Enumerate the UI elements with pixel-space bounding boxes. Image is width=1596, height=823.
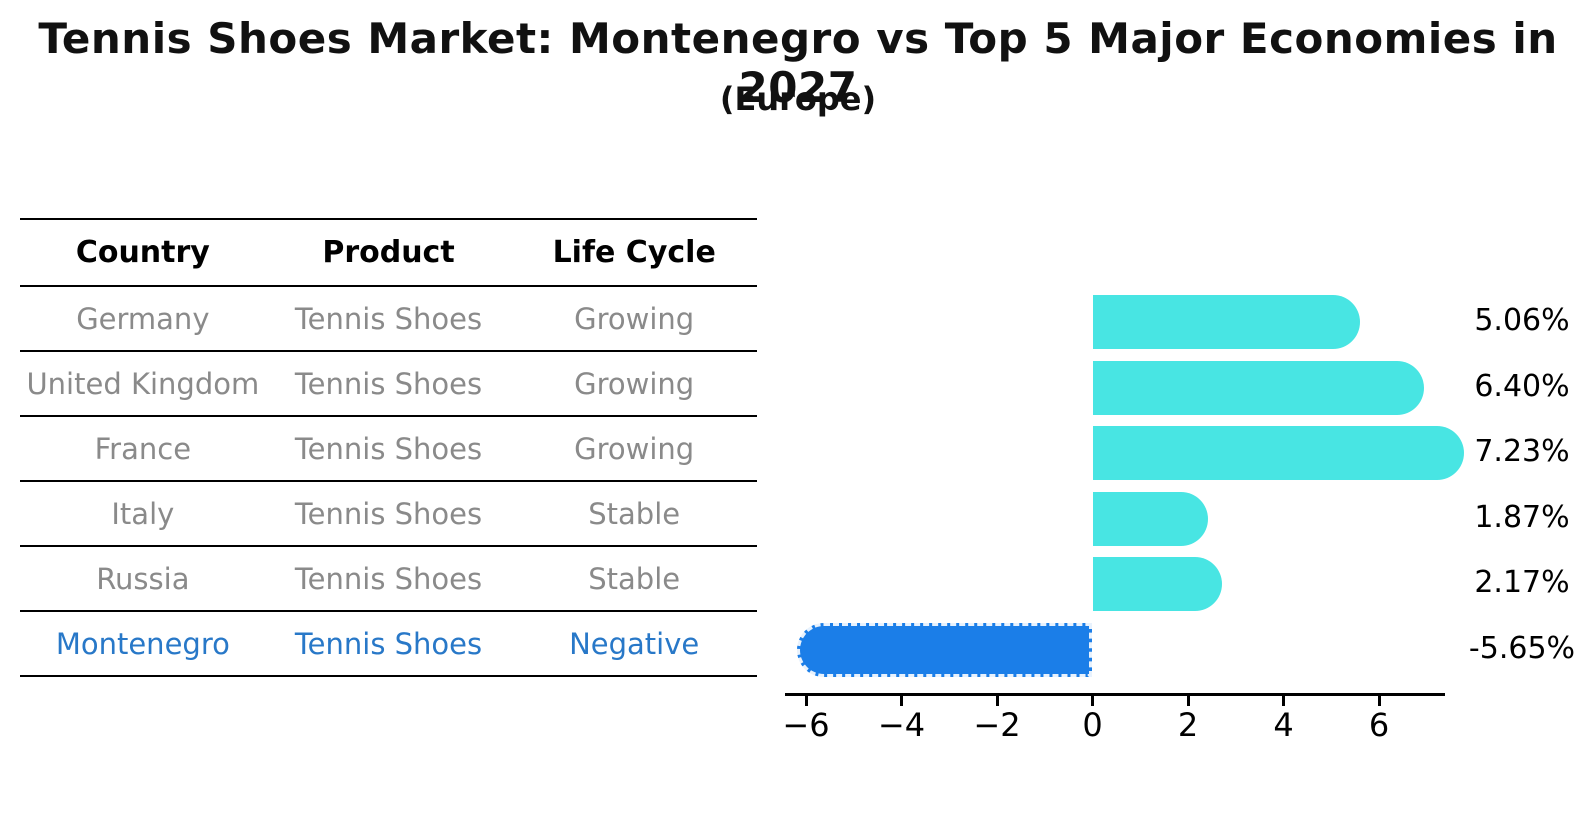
table-row-united-kingdom: United Kingdom Tennis Shoes Growing [20,352,757,417]
bar-united-kingdom [1092,360,1425,415]
value-label-france: 7.23% [1474,434,1570,469]
bar-russia [1092,557,1223,611]
bar-france [1092,426,1464,480]
table-row-united-kingdom-cell-0: United Kingdom [26,366,260,401]
value-label-italy: 1.87% [1474,499,1570,535]
table-row-france-cell-1: Tennis Shoes [294,431,483,466]
table-row-germany-cell-0: Germany [76,301,210,336]
x-tick-mark-4 [1282,695,1285,706]
x-tick-mark-6 [1377,695,1381,706]
value-label-montenegro: -5.65% [1468,630,1576,666]
table-row-italy-cell-2: Stable [588,496,681,531]
x-tick-label-2: 2 [1177,706,1199,744]
table-row-montenegro-cell-0: Montenegro [55,626,230,661]
bar-germany [1092,295,1361,349]
table-row-montenegro-cell-2: Negative [569,626,700,661]
table-header-row-cell-1: Product [322,235,455,270]
table-row-russia-cell-1: Tennis Shoes [294,561,483,596]
x-tick-label-4: 4 [1273,706,1294,744]
x-tick-mark-−4 [900,695,903,706]
table-row-germany-cell-2: Growing [574,301,695,336]
table-row-france: France Tennis Shoes Growing [20,417,757,482]
table-row-russia-cell-0: Russia [96,561,190,596]
value-label-russia: 2.17% [1474,565,1570,600]
table-row-germany-cell-1: Tennis Shoes [294,301,483,336]
table-row-italy: Italy Tennis Shoes Stable [20,482,757,547]
x-tick-mark-2 [1186,695,1190,706]
table-header-row-cell-2: Life Cycle [552,235,716,270]
table-row-united-kingdom-cell-1: Tennis Shoes [294,366,483,401]
bar-montenegro [796,622,1093,677]
table-row-france-cell-0: France [94,431,192,466]
x-tick-label-−4: −4 [877,706,926,744]
table-row-montenegro-cell-1: Tennis Shoes [294,626,483,661]
table-row-italy-cell-0: Italy [111,496,175,531]
x-tick-label-6: 6 [1368,706,1390,744]
x-tick-label-−2: −2 [973,706,1021,744]
table-row-france-cell-2: Growing [574,431,695,466]
x-tick-mark-−2 [995,695,999,706]
table-row-united-kingdom-cell-2: Growing [574,366,695,401]
x-axis-line [785,693,1445,696]
table-header-row-cell-0: Country [75,235,210,270]
chart-subtitle: (Europe) [719,80,877,118]
table-header-row: Country Product Life Cycle [20,220,757,287]
table-row-montenegro: Montenegro Tennis Shoes Negative [20,612,757,677]
bar-italy [1092,491,1208,546]
x-tick-label-0: 0 [1082,706,1103,744]
value-label-germany: 5.06% [1474,303,1570,338]
table-row-italy-cell-1: Tennis Shoes [294,496,483,531]
country-table: Country Product Life Cycle Germany Tennis Sh… [20,218,757,677]
x-tick-label-−6: −6 [782,706,830,744]
table-row-russia: Russia Tennis Shoes Stable [20,547,757,612]
table-row-russia-cell-2: Stable [588,561,681,596]
value-label-united-kingdom: 6.40% [1474,368,1570,404]
table-row-germany: Germany Tennis Shoes Growing [20,287,757,352]
chart-title: Tennis Shoes Market: Montenegro vs Top 5… [38,14,1558,112]
x-tick-mark-0 [1091,695,1094,706]
x-tick-mark-−6 [804,695,808,706]
